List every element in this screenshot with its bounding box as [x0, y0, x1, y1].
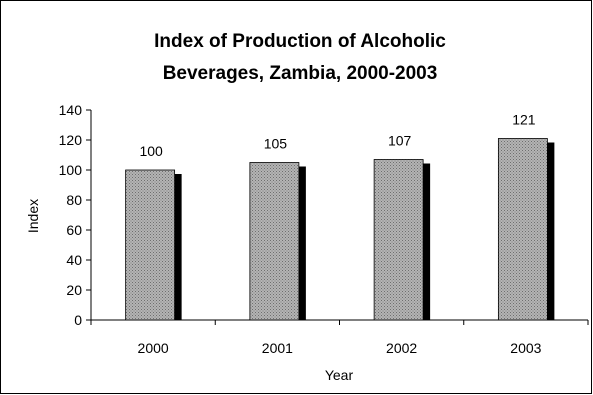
data-label: 105: [264, 136, 288, 152]
y-tick-label: 100: [59, 162, 83, 178]
bar: [125, 169, 176, 321]
bar-shadow: [298, 166, 306, 320]
x-tick-label: 2001: [262, 340, 293, 356]
chart-title-line-2: Beverages, Zambia, 2000-2003: [163, 63, 438, 84]
y-tick-label: 60: [66, 222, 82, 238]
data-label: 100: [139, 143, 163, 159]
y-axis-title: Index: [25, 199, 41, 233]
y-tick-label: 140: [59, 102, 83, 118]
y-tick-label: 20: [66, 282, 82, 298]
bar: [373, 159, 424, 321]
bar-shadow: [547, 142, 555, 320]
x-tick-label: 2000: [138, 340, 169, 356]
data-label: 121: [512, 112, 536, 128]
x-tick-label: 2002: [386, 340, 417, 356]
chart-title-line-1: Index of Production of Alcoholic: [154, 31, 446, 52]
bar-shadow: [174, 174, 182, 320]
bar-shadow: [423, 163, 431, 320]
bar: [497, 138, 548, 321]
data-label: 107: [388, 133, 412, 149]
y-tick-label: 120: [59, 132, 83, 148]
bar: [249, 162, 300, 321]
x-tick-label: 2003: [510, 340, 541, 356]
y-tick-label: 40: [66, 252, 82, 268]
y-tick-label: 0: [74, 312, 82, 328]
x-axis-title: Year: [325, 367, 354, 383]
y-tick-label: 80: [66, 192, 82, 208]
plot-area: 0 20 40 60 80 100 120 140 100 2000 105 2001 107 2002 1…: [59, 102, 589, 356]
